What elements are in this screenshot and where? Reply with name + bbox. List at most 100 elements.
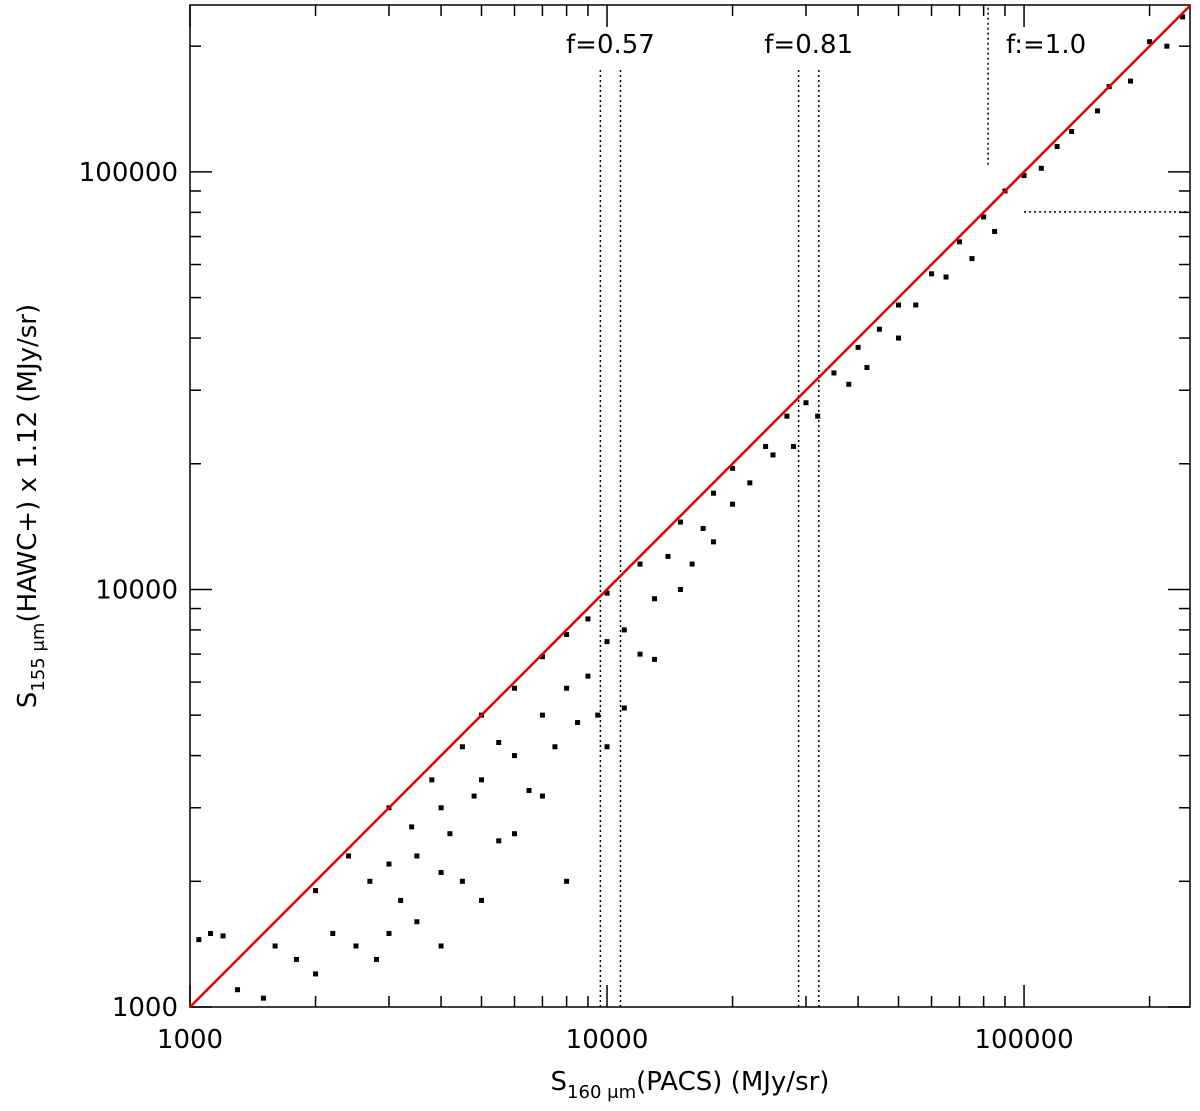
point xyxy=(913,302,919,308)
point xyxy=(353,943,359,949)
point xyxy=(539,654,545,660)
point xyxy=(220,933,226,939)
x-axis-label: S160 μm(PACS) (MJy/sr) xyxy=(551,1067,830,1103)
annotation: f:=1.0 xyxy=(1006,30,1086,60)
point xyxy=(896,335,902,341)
point xyxy=(260,995,266,1001)
point xyxy=(791,443,797,449)
point xyxy=(831,370,837,376)
point xyxy=(1069,128,1075,134)
x-tick-label: 10000 xyxy=(566,1025,649,1055)
point xyxy=(208,930,214,936)
point xyxy=(943,274,949,280)
annotation: f=0.81 xyxy=(764,30,853,60)
point xyxy=(478,897,484,903)
point xyxy=(512,831,518,837)
x-tick-label: 100000 xyxy=(974,1025,1073,1055)
fit-line xyxy=(189,4,1191,1008)
point xyxy=(373,956,379,962)
point xyxy=(552,744,558,750)
point xyxy=(438,805,444,811)
point xyxy=(981,214,987,220)
point xyxy=(235,987,241,993)
point xyxy=(459,878,465,884)
point xyxy=(1038,165,1044,171)
point xyxy=(864,365,870,371)
point xyxy=(496,739,502,745)
point xyxy=(763,443,769,449)
point xyxy=(386,861,392,867)
point xyxy=(730,465,736,471)
point xyxy=(585,673,591,679)
point xyxy=(512,685,518,691)
point xyxy=(564,878,570,884)
point xyxy=(459,744,465,750)
point xyxy=(367,878,373,884)
point xyxy=(700,525,706,531)
point xyxy=(1147,39,1153,45)
point xyxy=(956,239,962,245)
y-tick-label: 1000 xyxy=(112,993,178,1023)
point xyxy=(803,400,809,406)
point xyxy=(438,869,444,875)
point xyxy=(730,501,736,507)
point xyxy=(815,413,821,419)
point xyxy=(846,381,852,387)
y-tick-label: 10000 xyxy=(95,575,178,605)
point xyxy=(621,705,627,711)
point xyxy=(539,712,545,718)
point xyxy=(409,824,415,830)
point xyxy=(652,596,658,602)
point xyxy=(398,897,404,903)
point xyxy=(496,838,502,844)
point xyxy=(1180,14,1186,20)
point xyxy=(429,777,435,783)
point xyxy=(637,561,643,567)
annotation: f=0.57 xyxy=(566,30,655,60)
point xyxy=(447,831,453,837)
point xyxy=(1021,173,1027,179)
point xyxy=(313,971,319,977)
plot-frame xyxy=(189,4,1191,1008)
point xyxy=(677,586,683,592)
point xyxy=(747,480,753,486)
point xyxy=(293,956,299,962)
point xyxy=(512,753,518,759)
point xyxy=(346,853,352,859)
point xyxy=(689,561,695,567)
point xyxy=(604,639,610,645)
point xyxy=(564,685,570,691)
point xyxy=(770,452,776,458)
point xyxy=(652,656,658,662)
x-tick-label: 1000 xyxy=(157,1025,223,1055)
point xyxy=(604,590,610,596)
point xyxy=(272,943,278,949)
point xyxy=(876,326,882,332)
point xyxy=(1054,144,1060,150)
point xyxy=(526,787,532,793)
point xyxy=(478,777,484,783)
point xyxy=(313,888,319,894)
point xyxy=(595,712,601,718)
point xyxy=(604,744,610,750)
point xyxy=(621,627,627,633)
point xyxy=(969,256,975,262)
point xyxy=(665,553,671,559)
point xyxy=(677,519,683,525)
point xyxy=(1128,78,1134,84)
point xyxy=(471,793,477,799)
point xyxy=(585,616,591,622)
point xyxy=(414,919,420,925)
point xyxy=(710,490,716,496)
point xyxy=(1164,43,1170,49)
point xyxy=(575,720,581,726)
point xyxy=(855,344,861,350)
point xyxy=(330,930,336,936)
point xyxy=(929,271,935,277)
point xyxy=(896,302,902,308)
y-axis-label: S155 μm(HAWC+) x 1.12 (MJy/sr) xyxy=(13,304,49,708)
point xyxy=(784,413,790,419)
point xyxy=(992,228,998,234)
point xyxy=(1094,108,1100,114)
